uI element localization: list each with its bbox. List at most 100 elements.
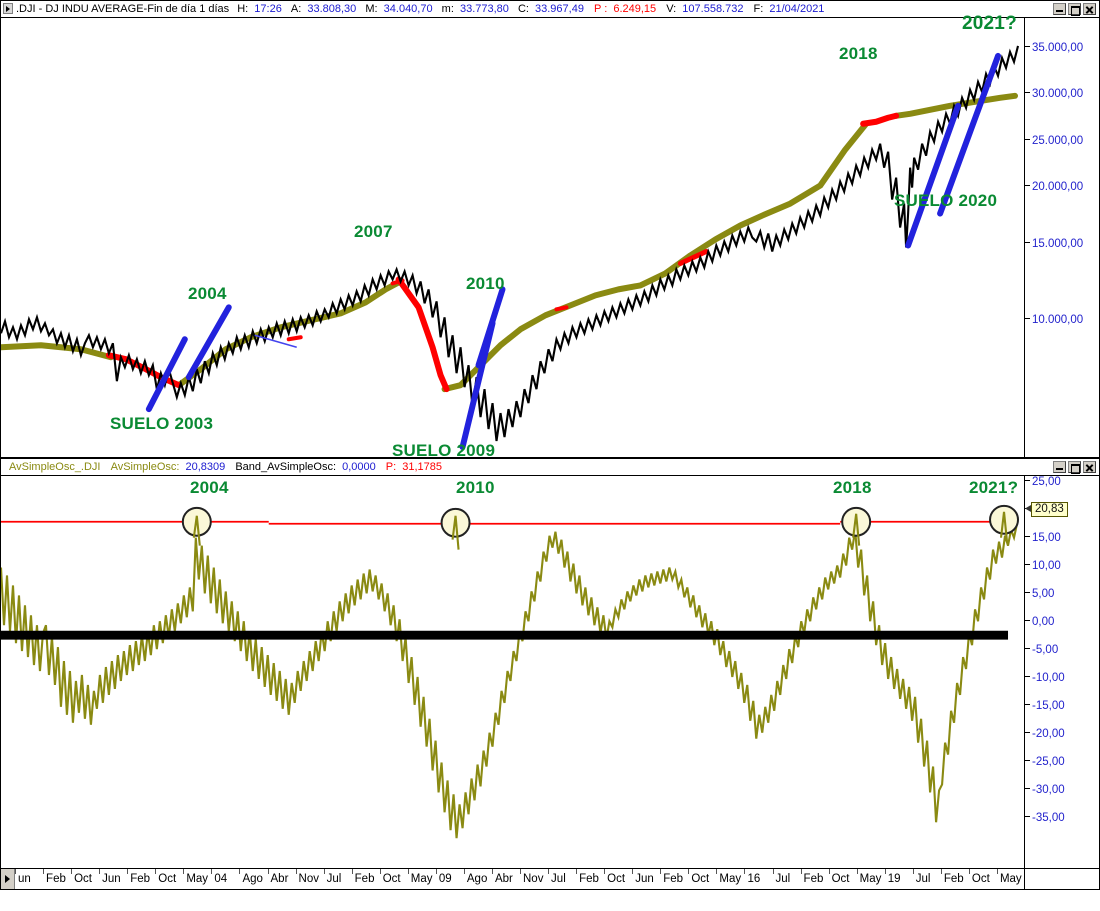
close-label: C: (517, 3, 529, 15)
moving-average-down-line (286, 335, 303, 342)
date-tick-label: Feb (579, 873, 599, 885)
low-value: 33.773,80 (459, 3, 509, 15)
tick-dash-icon (1025, 536, 1030, 538)
price-chart-window: .DJI - DJ INDU AVERAGE - Fin de día 1 dí… (0, 0, 1100, 458)
oscillator-plot-area[interactable] (1, 476, 1024, 868)
price-y-axis[interactable]: 35.000,00 30.000,00 25.000,00 20.000,00 … (1024, 18, 1099, 457)
volume-value: 107.558.732 (682, 3, 744, 15)
oscillator-y-axis[interactable]: 25,00 20,00 15,00 10,00 5,00 0,00 -5,00 … (1024, 476, 1099, 868)
date-tick-mark (688, 869, 690, 874)
close-icon[interactable] (1083, 461, 1096, 473)
date-tick-mark (407, 869, 409, 874)
date-tick-mark (632, 869, 634, 874)
osc-annotation-2021: 2021? (969, 478, 1019, 497)
date-tick-mark (435, 869, 437, 874)
osc-annotation-2004: 2004 (190, 478, 229, 497)
date-tick-label: Oct (158, 873, 177, 885)
open-label: A: (290, 3, 302, 15)
y-tick: 20.000,00 (1025, 181, 1083, 193)
y-tick: 30.000,00 (1025, 88, 1083, 100)
annotation-2010: 2010 (466, 274, 505, 293)
date-axis[interactable]: un Feb Oct Jun Feb Oct May 04 Ago Abr Nov Jul Feb Oct… (1, 868, 1099, 889)
tick-dash-icon (1025, 760, 1030, 762)
y-tick-label: -15,00 (1032, 700, 1065, 712)
date-tick-label: Nov (523, 873, 544, 885)
date-tick-label: May (719, 873, 742, 885)
date-tick-mark (716, 869, 718, 874)
annotation-2004: 2004 (188, 284, 227, 303)
trend-line-2020 (905, 102, 962, 249)
date-tick-label: Oct (971, 873, 990, 885)
moving-average-down-line (395, 276, 450, 393)
y-tick-label: 25.000,00 (1032, 135, 1084, 147)
date-tick-label: Feb (130, 873, 151, 885)
moving-average-down-line (554, 305, 569, 312)
date-value: 21/04/2021 (769, 3, 825, 15)
date-tick-mark (463, 869, 465, 874)
date-tick-label: 09 (438, 873, 452, 885)
price-chart-titlebar[interactable]: .DJI - DJ INDU AVERAGE - Fin de día 1 dí… (1, 1, 1099, 18)
moving-average-line (1, 342, 114, 361)
date-tick-label: Feb (46, 873, 66, 885)
maximize-icon[interactable] (1068, 3, 1081, 16)
tick-dash-icon (1025, 676, 1030, 678)
osc-annotation-2018: 2018 (833, 478, 872, 497)
window-grip-icon[interactable] (3, 3, 13, 14)
y-tick: -15,00 (1025, 700, 1065, 712)
minimize-icon[interactable] (1053, 461, 1066, 473)
date-tick-label: Jun (635, 873, 654, 885)
trend-line-2004 (185, 304, 232, 381)
date-tick-label: Jul (326, 873, 342, 885)
series-label: AvSimpleOsc: (110, 461, 180, 473)
close-icon[interactable] (1083, 3, 1096, 15)
y-tick: 0,00 (1025, 616, 1054, 628)
low-label: m: (441, 3, 454, 15)
tick-dash-icon (1025, 704, 1030, 706)
date-tick-mark (155, 869, 157, 874)
date-tick-mark (379, 869, 381, 874)
date-tick-label: Nov (298, 873, 319, 885)
y-tick: 25,00 (1025, 476, 1061, 488)
price-plot-area[interactable] (1, 18, 1024, 457)
oscillator-window: AvSimpleOsc_.DJI AvSimpleOsc: 20,8309 Ba… (0, 458, 1100, 890)
moving-average-down-line (677, 248, 709, 266)
maximize-icon[interactable] (1068, 461, 1081, 474)
price-line (1, 45, 1020, 442)
y-tick-label: -5,00 (1032, 644, 1059, 656)
minimize-icon[interactable] (1053, 3, 1066, 15)
date-tick-label: Ago (466, 873, 488, 885)
y-tick: -35,00 (1025, 812, 1065, 824)
oscillator-titlebar[interactable]: AvSimpleOsc_.DJI AvSimpleOsc: 20,8309 Ba… (1, 459, 1099, 476)
date-tick-label: Oct (691, 873, 710, 885)
date-tick-mark (15, 869, 16, 874)
y-tick-label: 15.000,00 (1032, 238, 1084, 250)
date-tick-mark (491, 869, 493, 874)
y-tick-label: 0,00 (1032, 616, 1055, 628)
annotation-2021: 2021? (962, 13, 1017, 34)
close-value: 33.967,49 (535, 3, 584, 15)
moving-average-line (893, 92, 1019, 119)
tick-dash-icon (1025, 788, 1030, 790)
tick-dash-icon (1025, 92, 1030, 94)
price-window-buttons (1051, 3, 1096, 16)
scroll-left-arrow-icon[interactable] (1, 869, 15, 889)
date-tick-label: May (999, 873, 1022, 885)
y-tick-label: 15,00 (1032, 532, 1061, 544)
oscillator-line-peak-overlay (192, 511, 1009, 550)
oscillator-svg (1, 504, 1020, 839)
tick-dash-icon (1025, 46, 1030, 48)
y-tick-label: 20.000,00 (1032, 181, 1084, 193)
trend-line-2021 (937, 52, 1002, 217)
p-label: P : (594, 3, 608, 15)
y-tick-label: 10.000,00 (1032, 314, 1084, 326)
date-tick-label: 19 (887, 873, 901, 885)
y-tick-label: -20,00 (1032, 728, 1065, 740)
date-tick-mark (912, 869, 914, 874)
oscillator-plot-wrapper: 25,00 20,00 15,00 10,00 5,00 0,00 -5,00 … (1, 476, 1099, 868)
y-tick: 15,00 (1025, 532, 1061, 544)
high-value: 34.040,70 (383, 3, 433, 15)
date-tick-mark (576, 869, 578, 874)
date-tick-label: Feb (803, 873, 824, 885)
annotation-suelo-2009: SUELO 2009 (392, 441, 496, 460)
